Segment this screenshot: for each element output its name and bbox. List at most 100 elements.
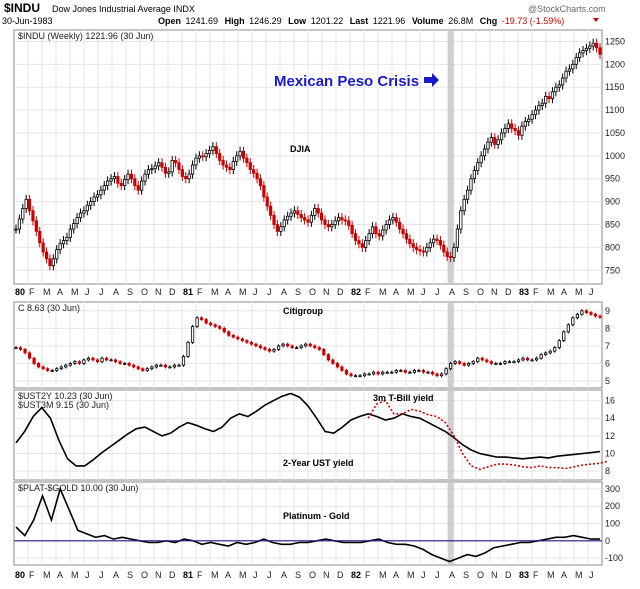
ohlc-bar	[177, 162, 181, 170]
ohlc-bar	[575, 313, 579, 319]
x-month-label: M	[407, 570, 415, 580]
y-tick-label: 14	[605, 413, 615, 423]
ohlc-bar	[533, 109, 538, 116]
ohlc-bar	[403, 370, 407, 373]
ohlc-bar	[173, 160, 178, 164]
ohlc-bar	[303, 217, 307, 221]
ohlc-bar	[499, 132, 504, 141]
ohlc-bar	[153, 165, 157, 170]
ohlc-bar	[550, 91, 555, 100]
ohlc-bar	[537, 105, 541, 111]
ohlc-bar	[50, 370, 54, 372]
ohlc-bar	[593, 313, 598, 317]
ohlc-bar	[129, 173, 134, 180]
ohlc-bar	[336, 217, 341, 222]
x-axis: 80 81 82 83F M A M J J A S O N D F M A M J J A S O N D F M A M J J A S O N…	[15, 570, 594, 580]
ohlc-bar	[480, 357, 484, 361]
ohlc-bar	[580, 310, 584, 315]
ohlc-bar	[37, 363, 41, 368]
ohlc-bar	[567, 68, 572, 72]
x-year-label: 83	[519, 287, 529, 297]
ohlc-bar	[224, 164, 229, 168]
highlight-band	[447, 482, 454, 565]
ohlc-bar	[350, 225, 354, 235]
x-year-label: 82	[351, 287, 361, 297]
ohlc-bar	[55, 368, 59, 371]
x-month-label: N	[323, 570, 330, 580]
ohlc-bar	[326, 354, 330, 361]
ohlc-bar	[14, 228, 18, 231]
x-month-label: A	[393, 287, 399, 297]
ohlc-bar	[236, 336, 240, 340]
ohlc-bar	[272, 348, 276, 352]
y-tick-label: 850	[605, 220, 620, 230]
y-tick-label: -100	[605, 553, 623, 563]
ohlc-bar	[476, 162, 480, 171]
ohlc-bar	[141, 368, 145, 371]
ohlc-bar	[214, 146, 218, 154]
y-tick-label: 1050	[605, 128, 625, 138]
ohlc-bar	[376, 371, 380, 375]
x-month-label: J	[253, 287, 258, 297]
ohlc-bar	[123, 363, 127, 365]
ohlc-bar	[194, 157, 198, 166]
y-tick-label: 8	[605, 466, 610, 476]
ohlc-bar	[452, 246, 456, 258]
instrument-name: Dow Jones Industrial Average INDX	[52, 4, 195, 14]
ohlc-bar	[157, 162, 161, 167]
ohlc-bar	[374, 226, 378, 235]
y-tick-label: 1250	[605, 36, 625, 46]
ohlc-bar	[89, 201, 93, 206]
x-month-label: A	[281, 570, 287, 580]
ohlc-bar	[73, 361, 77, 364]
x-month-label: S	[463, 570, 469, 580]
ohlc-bar	[190, 326, 195, 343]
ohlc-bar	[59, 366, 63, 370]
ohlc-bar	[399, 370, 403, 372]
ohlc-bar	[449, 256, 453, 258]
panel-legend: $INDU (Weekly) 1221.96 (30 Jun)	[18, 31, 153, 41]
ohlc-bar	[252, 169, 256, 174]
ohlc-bar	[213, 324, 217, 327]
x-year-label: 81	[183, 287, 193, 297]
ohlc-bar	[231, 160, 235, 170]
ohlc-bar	[160, 162, 164, 168]
ohlc-bar	[51, 258, 55, 267]
ohlc-bar	[123, 179, 127, 187]
right-arrow-icon	[424, 73, 439, 87]
y-tick-label: 1000	[605, 151, 625, 161]
y-tick-label: 300	[605, 484, 620, 494]
x-month-label: S	[463, 287, 469, 297]
chart-header: $INDU Dow Jones Industrial Average INDX …	[2, 1, 606, 26]
ohlc-bar	[195, 317, 199, 327]
ohlc-bar	[109, 178, 113, 182]
ohlc-bar	[516, 359, 521, 363]
ohlc-bar	[150, 168, 154, 171]
ohlc-bar	[442, 244, 446, 253]
ohlc-bar	[207, 149, 212, 154]
ohlc-bar	[23, 348, 27, 354]
x-year-label: 80	[15, 570, 25, 580]
ohlc-bar	[308, 343, 312, 347]
annotation-plat-gold: Platinum - Gold	[283, 511, 350, 521]
ohlc-bar	[554, 86, 558, 93]
ohlc-bar	[589, 312, 593, 315]
ohlc-bar	[68, 228, 72, 238]
y-tick-label: 12	[605, 431, 615, 441]
ohlc-bar	[598, 47, 602, 55]
header-quote: Open 1241.69 High 1246.29 Low 1201.22 La…	[158, 16, 564, 26]
ohlc-bar	[281, 343, 285, 347]
ohlc-bar	[136, 366, 140, 370]
ohlc-bar	[99, 189, 103, 196]
x-month-label: O	[477, 570, 484, 580]
ohlc-bar	[276, 345, 281, 350]
ohlc-bar	[540, 102, 544, 106]
ohlc-bar	[145, 368, 149, 371]
ohlc-bar	[265, 196, 269, 207]
ohlc-bar	[133, 178, 137, 187]
annotation-peso-crisis: Mexican Peso Crisis	[274, 73, 419, 90]
chart-panel-1: 750 800 850 900 950 1000 1050 1100 1150 1200 1250 $…	[13, 29, 625, 285]
ohlc-bar	[126, 173, 130, 181]
ohlc-bar	[335, 363, 340, 368]
ohlc-bar	[17, 218, 21, 230]
